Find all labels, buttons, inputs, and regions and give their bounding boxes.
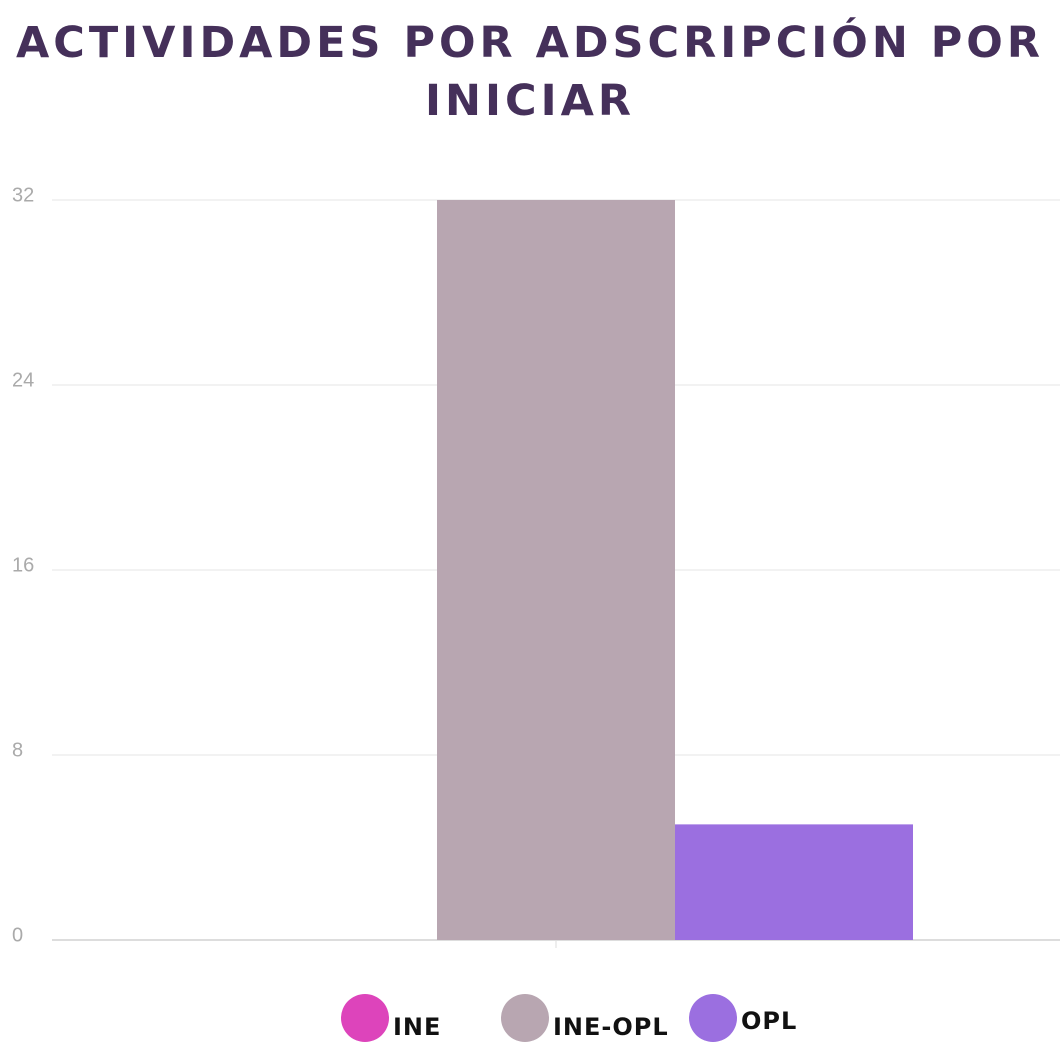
legend-swatch [501, 994, 549, 1042]
chart: 0 8 16 24 32 INE INE-OPL OPL [12, 184, 1060, 1042]
chart-title: ACTIVIDADES POR ADSCRIPCIÓN POR INICIAR [16, 18, 1044, 126]
y-tick-label: 0 [12, 924, 23, 946]
legend-label: OPL [741, 1007, 797, 1035]
y-tick-label: 32 [12, 184, 34, 206]
bar [437, 200, 675, 940]
bar [675, 824, 913, 940]
y-tick-label: 8 [12, 739, 23, 761]
y-tick-label: 24 [12, 369, 34, 391]
legend-swatch [689, 994, 737, 1042]
y-tick-label: 16 [12, 554, 34, 576]
legend-label: INE [393, 1013, 441, 1041]
legend-swatch [341, 994, 389, 1042]
legend-label: INE-OPL [553, 1013, 669, 1041]
